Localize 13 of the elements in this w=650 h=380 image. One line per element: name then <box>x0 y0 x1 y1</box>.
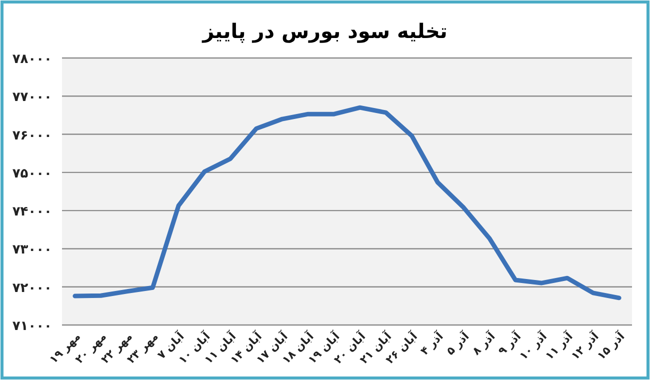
y-tick-label: ۷۳۰۰۰ <box>12 242 52 258</box>
y-tick-label: ۷۸۰۰۰ <box>12 52 52 67</box>
x-tick-label: ۵ آذر <box>443 329 472 358</box>
x-tick-label: ۴ آذر <box>417 329 446 358</box>
x-tick-label: ۸ آذر <box>469 329 498 358</box>
y-tick-label: ۷۱۰۰۰ <box>12 319 52 334</box>
y-tick-label: ۷۵۰۰۰ <box>12 166 52 182</box>
y-tick-label: ۷۶۰۰۰ <box>12 128 52 144</box>
line-series <box>72 105 622 300</box>
y-tick-label: ۷۴۰۰۰ <box>12 204 52 220</box>
chart-title: تخلیه سود بورس در پاییز <box>202 19 448 43</box>
y-tick-label: ۷۲۰۰۰ <box>12 280 52 296</box>
y-tick-label: ۷۷۰۰۰ <box>12 90 52 106</box>
